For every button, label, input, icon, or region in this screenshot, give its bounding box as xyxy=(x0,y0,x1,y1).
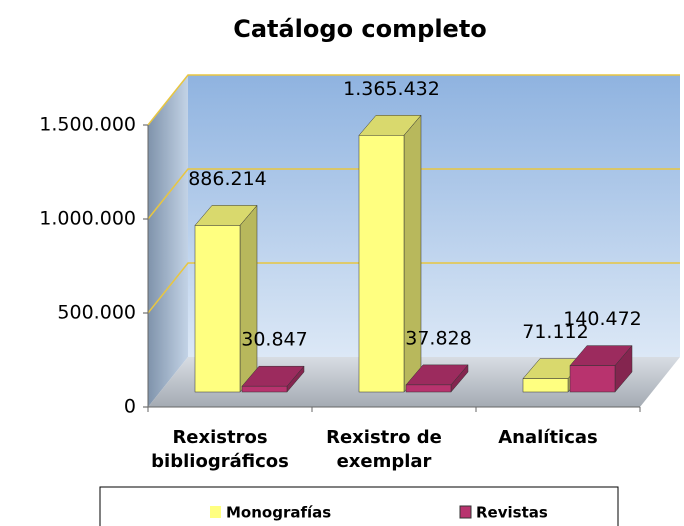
data-label: 1.365.432 xyxy=(343,78,440,100)
data-label: 37.828 xyxy=(405,327,471,349)
bar-front xyxy=(522,378,569,393)
bar-front xyxy=(569,365,616,393)
back-wall xyxy=(188,75,680,357)
legend-label: Monografías xyxy=(226,504,331,522)
bar-front xyxy=(405,384,452,393)
bar-front xyxy=(241,385,288,393)
y-tick-label: 1.000.000 xyxy=(39,208,136,230)
bar-front xyxy=(194,225,241,393)
y-tick-label: 1.500.000 xyxy=(39,114,136,136)
x-tick-label: Analíticas xyxy=(498,427,598,448)
chart-title: Catálogo completo xyxy=(233,15,487,43)
grid-line xyxy=(147,74,680,126)
data-label: 30.847 xyxy=(241,329,307,351)
bar xyxy=(522,357,586,393)
legend-swatch xyxy=(210,506,221,518)
grid-line xyxy=(147,168,680,220)
data-label: 886.214 xyxy=(188,168,267,190)
data-label: 140.472 xyxy=(563,308,642,330)
bar xyxy=(405,364,469,393)
bar-side xyxy=(239,204,258,393)
bar xyxy=(241,365,305,393)
bar xyxy=(358,114,422,393)
legend-swatch xyxy=(459,505,472,519)
x-tick-label: Rexistro de exemplar xyxy=(326,427,442,472)
side-wall xyxy=(148,75,188,407)
y-tick-label: 500.000 xyxy=(57,302,136,324)
legend-label: Revistas xyxy=(476,504,548,522)
y-tick-label: 0 xyxy=(124,396,136,418)
bar-front xyxy=(358,135,405,393)
data-label: 71.112 xyxy=(522,321,588,343)
bar-side xyxy=(403,114,422,393)
bar xyxy=(194,204,258,393)
grid-line xyxy=(147,262,680,314)
x-tick-label: Rexistros bibliográficos xyxy=(151,427,289,472)
bar xyxy=(569,344,633,393)
legend-box xyxy=(99,486,619,526)
